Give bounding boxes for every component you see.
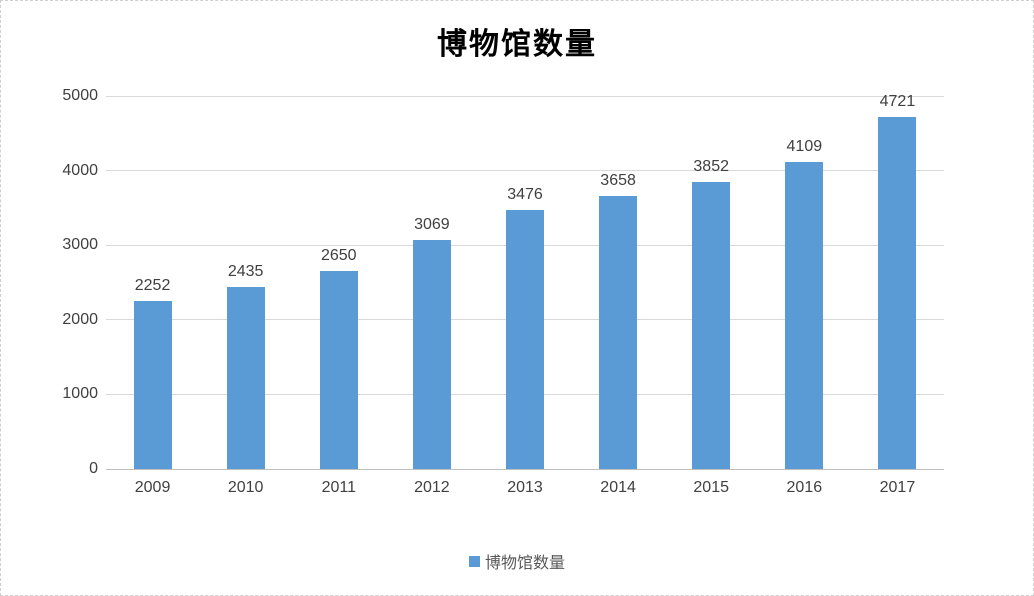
bar-value-label: 2252: [134, 277, 171, 295]
bar-2009: [133, 301, 172, 469]
bar-2013: [505, 209, 544, 469]
bar-2010: [226, 287, 265, 469]
x-axis-label: 2014: [600, 479, 636, 496]
bar-slot: 4109: [758, 96, 851, 469]
x-axis-label: 2015: [693, 479, 729, 496]
bar-slot: 2435: [199, 96, 292, 469]
bar-slot: 2252: [106, 96, 199, 469]
y-tick-label: 4000: [62, 161, 98, 179]
chart-title: 博物馆数量: [437, 28, 597, 61]
x-axis-line: [106, 468, 944, 470]
bar-slot: 2650: [292, 96, 385, 469]
gridline: [106, 170, 944, 172]
bar-slot: 3852: [665, 96, 758, 469]
x-axis: 2009 2010 2011 2012 2013 2014 2015 2016 2017: [106, 479, 944, 497]
x-axis-label: 2012: [414, 479, 450, 496]
bar-value-label: 4109: [786, 138, 823, 156]
bar-2011: [319, 271, 358, 469]
bar-value-label: 3852: [693, 157, 729, 175]
bar-value-label: 3658: [600, 172, 636, 190]
bar-value-label: 3476: [507, 185, 543, 203]
y-tick-label: 2000: [62, 310, 98, 328]
legend-label: 博物馆数量: [484, 555, 565, 572]
bar-slot: 3658: [572, 96, 665, 469]
legend-marker-icon: [468, 555, 480, 567]
y-tick-label: 5000: [62, 87, 98, 104]
x-axis-label: 2017: [879, 479, 916, 496]
bar-slot: 3069: [385, 96, 478, 469]
legend: 博物馆数量: [1, 549, 1033, 573]
bar-2015: [692, 181, 731, 469]
gridline: [106, 95, 944, 97]
bar-value-label: 2435: [227, 263, 264, 281]
bar-value-label: 3069: [414, 216, 450, 234]
bar-2012: [412, 240, 451, 469]
x-axis-label: 2009: [134, 479, 171, 496]
bar-2014: [599, 196, 638, 469]
x-axis-label: 2011: [321, 479, 356, 496]
bar-value-label: 2650: [320, 247, 357, 265]
y-tick-label: 3000: [62, 236, 98, 254]
bar-slot: 4721: [851, 92, 944, 469]
bar-2016: [785, 162, 824, 469]
bar-2017: [878, 116, 917, 469]
bar-value-label: 4721: [879, 92, 916, 110]
plot-area: 2252 2435 2650 3069 3476 3658 3852 4109 4721: [106, 92, 944, 470]
x-axis-label: 2010: [227, 479, 264, 496]
y-tick-label: 0: [89, 460, 98, 477]
bars-layer: 2252 2435 2650 3069 3476 3658 3852 4109 4721: [106, 92, 944, 469]
x-axis-label: 2013: [507, 479, 543, 496]
y-axis: 0 1000 2000 3000 4000 5000: [1, 87, 98, 477]
bar-slot: 3476: [478, 96, 571, 469]
x-axis-label: 2016: [786, 479, 823, 496]
y-tick-label: 1000: [62, 385, 98, 403]
